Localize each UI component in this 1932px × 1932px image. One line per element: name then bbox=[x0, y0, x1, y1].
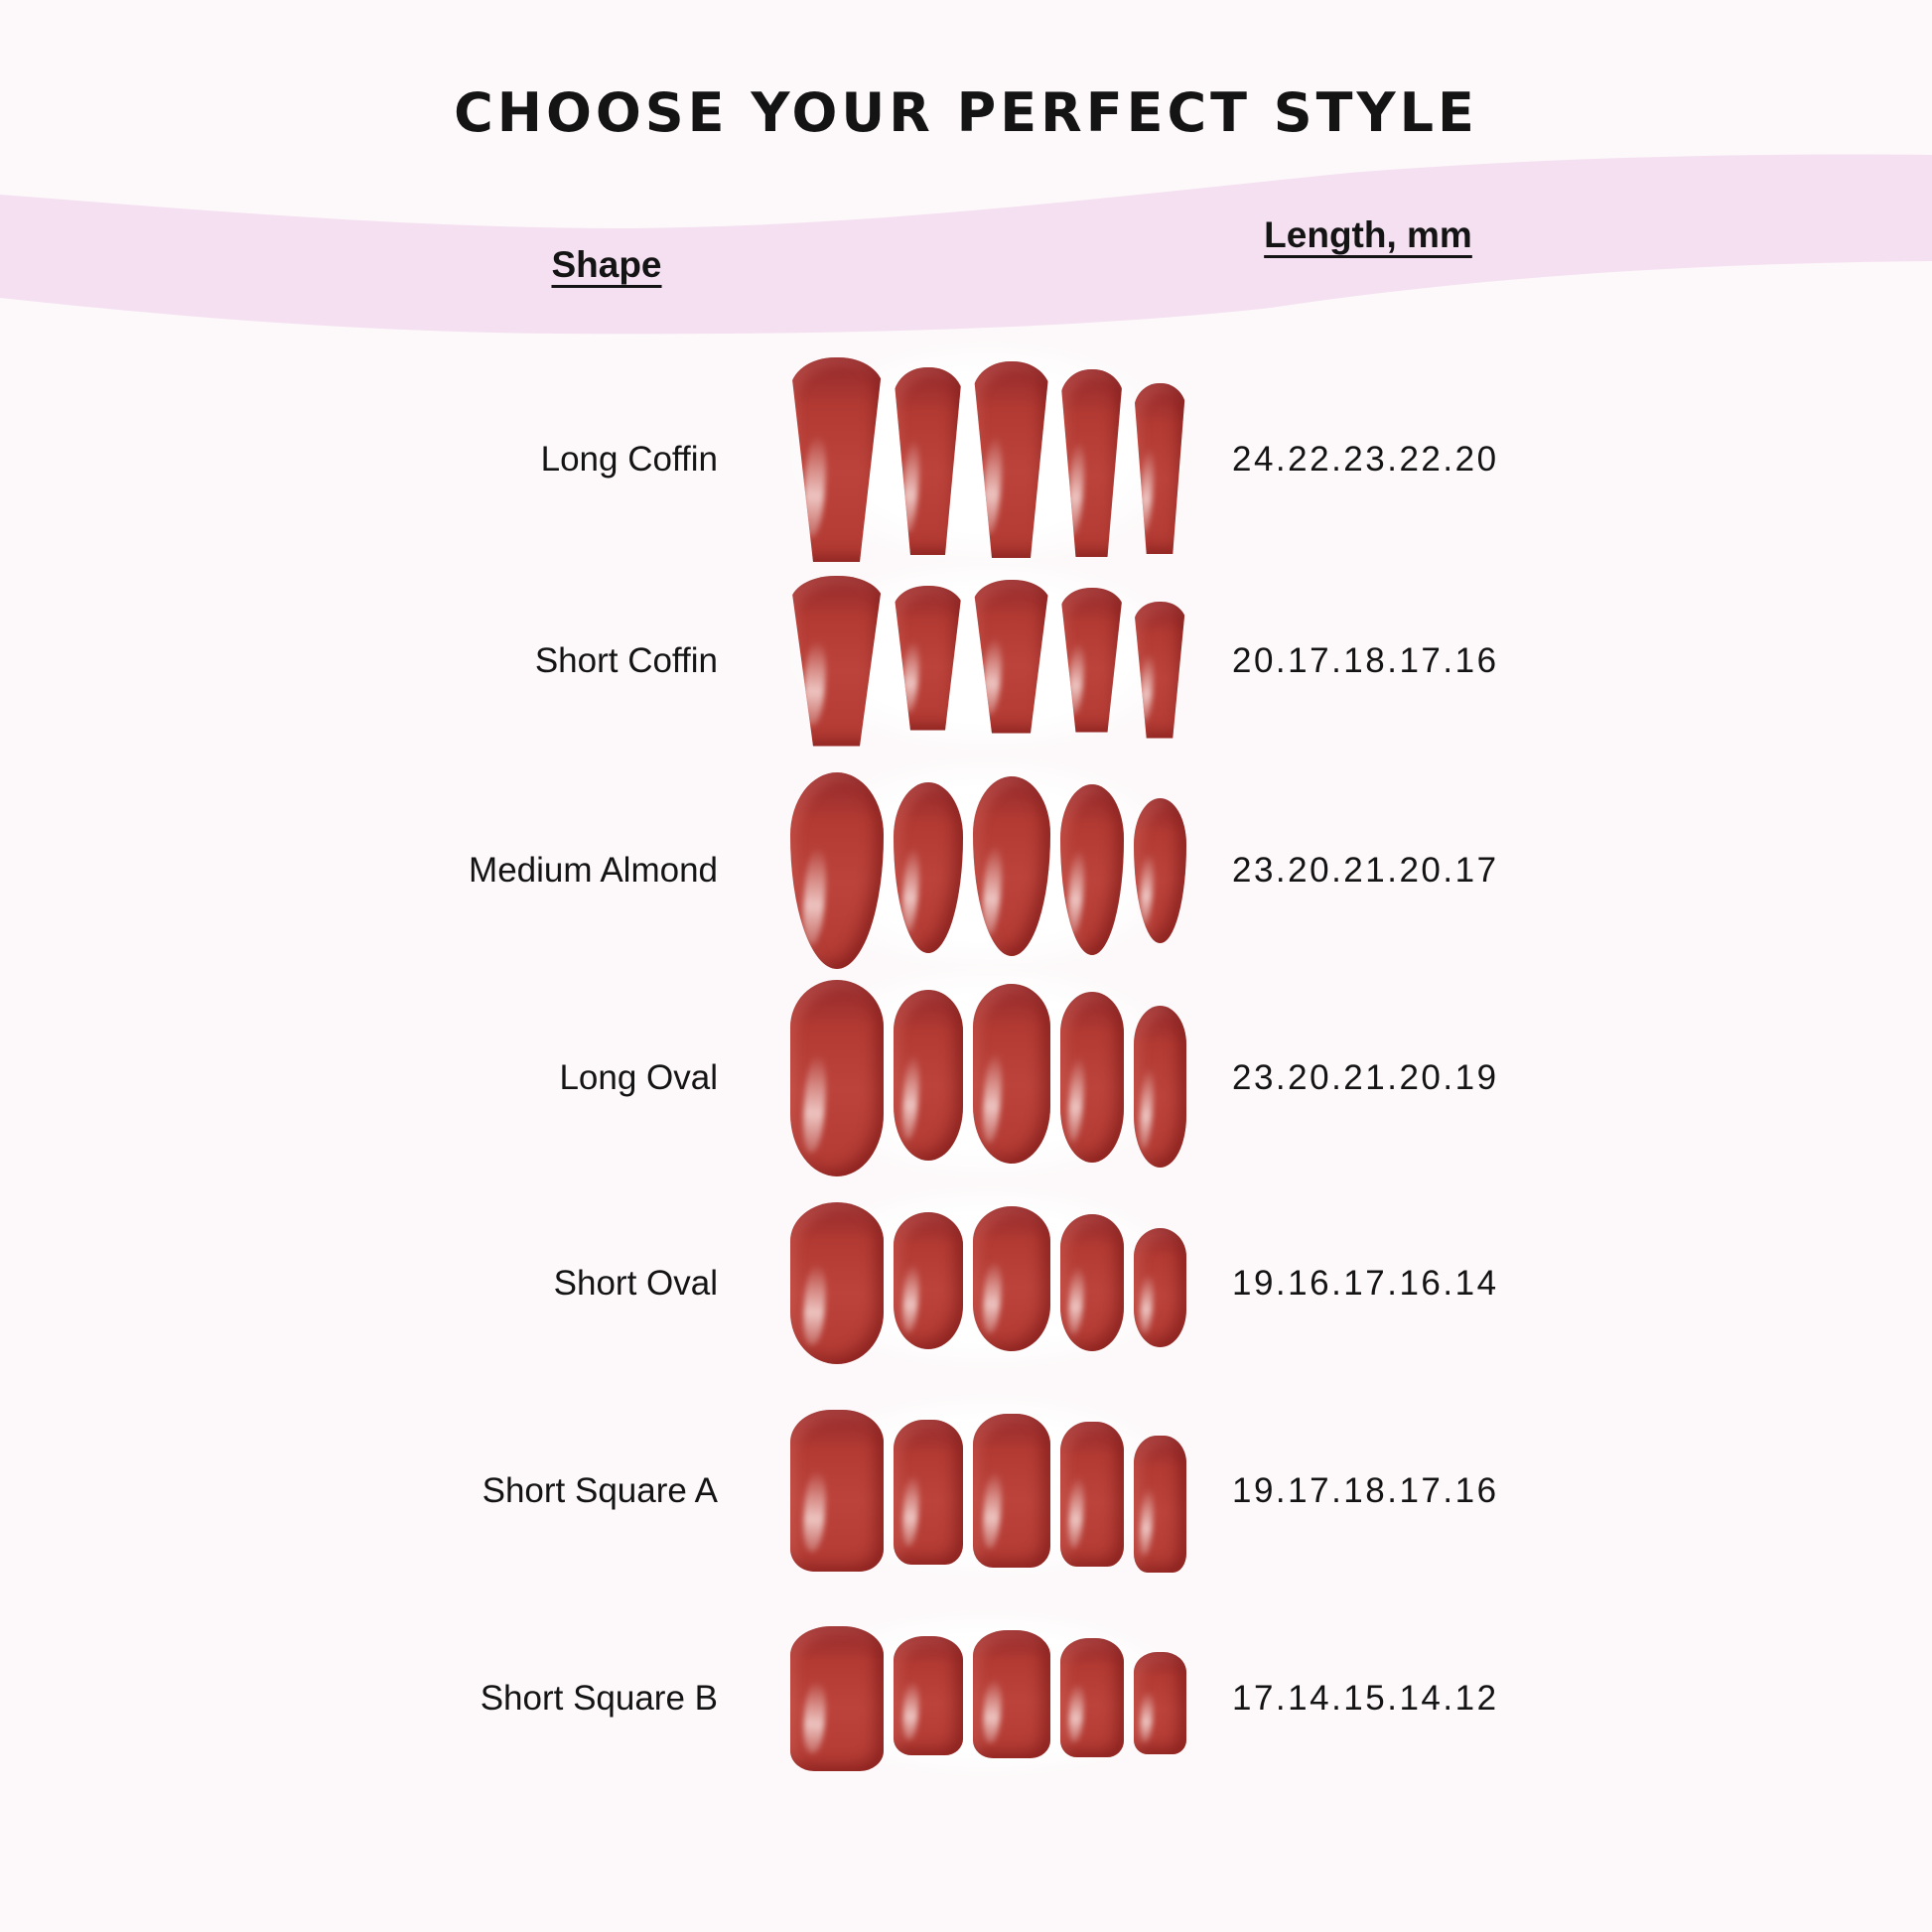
length-values: 19.16.17.16.14 bbox=[1232, 1263, 1499, 1303]
length-values: 24.22.23.22.20 bbox=[1232, 440, 1499, 479]
nail-coffin bbox=[1059, 369, 1124, 557]
wave-ribbon bbox=[0, 154, 1932, 335]
nail-square bbox=[893, 1419, 963, 1565]
style-row: Short Coffin 20.17.18.17.16 bbox=[0, 557, 1932, 764]
nail-almond bbox=[972, 776, 1050, 956]
nail-oval bbox=[789, 980, 884, 1176]
nail-almond bbox=[893, 782, 963, 953]
nail-oval bbox=[1059, 992, 1124, 1163]
nail-oval bbox=[972, 1206, 1050, 1351]
nail-set-image bbox=[769, 757, 1206, 985]
nail-square bbox=[893, 1635, 963, 1755]
nail-set-image bbox=[769, 1609, 1206, 1787]
nail-coffin bbox=[1133, 383, 1186, 554]
shape-label: Short Square B bbox=[480, 1678, 718, 1718]
nail-square bbox=[1133, 1651, 1186, 1754]
nail-square bbox=[1133, 1435, 1186, 1573]
nail-coffin bbox=[1133, 601, 1186, 739]
style-table: Long Coffin 24.22.23.22.20 Short Coffin … bbox=[0, 342, 1932, 1802]
nail-coffin bbox=[789, 575, 884, 747]
nail-square bbox=[972, 1629, 1050, 1758]
length-values: 17.14.15.14.12 bbox=[1232, 1678, 1499, 1718]
nail-oval bbox=[972, 984, 1050, 1164]
style-row: Short Oval 19.16.17.16.14 bbox=[0, 1179, 1932, 1387]
shape-label: Long Oval bbox=[559, 1058, 718, 1097]
shape-column-header: Shape bbox=[551, 244, 662, 285]
nail-set-image bbox=[769, 1186, 1206, 1380]
style-row: Medium Almond 23.20.21.20.17 bbox=[0, 757, 1932, 985]
shape-label: Short Coffin bbox=[534, 640, 718, 680]
nail-square bbox=[972, 1413, 1050, 1568]
nail-set-image bbox=[769, 964, 1206, 1192]
shape-label: Short Square A bbox=[482, 1470, 718, 1510]
style-row: Short Square B 17.14.15.14.12 bbox=[0, 1594, 1932, 1802]
length-values: 19.17.18.17.16 bbox=[1232, 1470, 1499, 1510]
nail-almond bbox=[1133, 798, 1186, 943]
nail-oval bbox=[1059, 1214, 1124, 1351]
nail-coffin bbox=[972, 579, 1050, 734]
style-row: Short Square A 19.17.18.17.16 bbox=[0, 1387, 1932, 1594]
length-values: 23.20.21.20.17 bbox=[1232, 851, 1499, 890]
nail-oval bbox=[789, 1202, 884, 1364]
shape-label: Long Coffin bbox=[540, 440, 718, 479]
nail-square bbox=[1059, 1421, 1124, 1567]
page-title: CHOOSE YOUR PERFECT STYLE bbox=[454, 81, 1478, 145]
length-values: 23.20.21.20.19 bbox=[1232, 1058, 1499, 1097]
nail-set-image bbox=[769, 559, 1206, 762]
nail-set-image bbox=[769, 342, 1206, 578]
length-column-header: Length, mm bbox=[1264, 214, 1472, 255]
nail-square bbox=[789, 1625, 884, 1771]
shape-label: Short Oval bbox=[553, 1263, 718, 1303]
nail-coffin bbox=[1059, 587, 1124, 733]
shape-label: Medium Almond bbox=[469, 851, 718, 890]
style-row: Long Coffin 24.22.23.22.20 bbox=[0, 342, 1932, 578]
nail-coffin bbox=[789, 357, 884, 562]
nail-almond bbox=[789, 772, 884, 969]
nail-oval bbox=[1133, 1006, 1186, 1168]
nail-coffin bbox=[972, 361, 1050, 558]
length-values: 20.17.18.17.16 bbox=[1232, 640, 1499, 680]
style-row: Long Oval 23.20.21.20.19 bbox=[0, 964, 1932, 1192]
wave-band-shape bbox=[0, 154, 1932, 335]
nail-almond bbox=[1059, 784, 1124, 955]
nail-oval bbox=[893, 990, 963, 1161]
nail-oval bbox=[893, 1212, 963, 1349]
nail-square bbox=[789, 1409, 884, 1572]
nail-square bbox=[1059, 1637, 1124, 1757]
nail-set-image bbox=[769, 1393, 1206, 1588]
nail-coffin bbox=[893, 585, 963, 731]
nail-oval bbox=[1133, 1228, 1186, 1347]
nail-coffin bbox=[893, 367, 963, 555]
